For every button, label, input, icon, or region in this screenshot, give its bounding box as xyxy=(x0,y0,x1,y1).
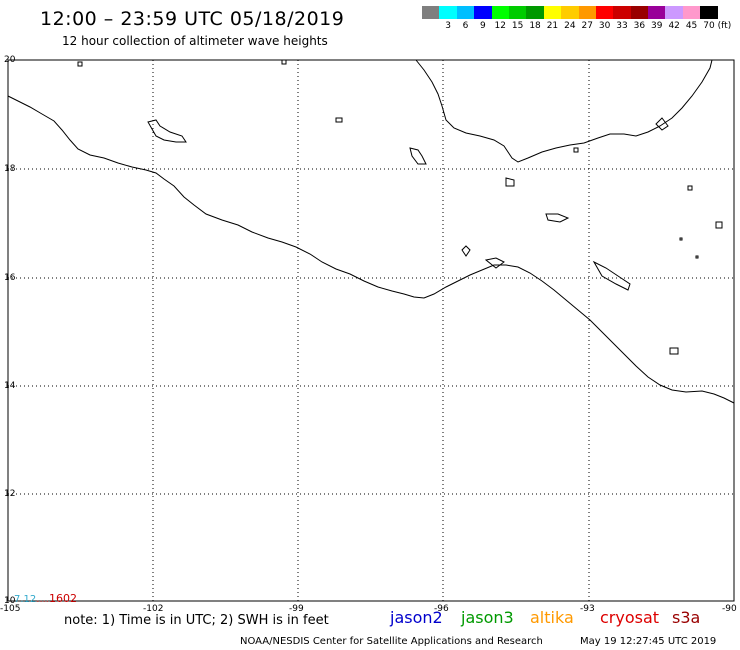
legend-swatch xyxy=(630,6,649,19)
legend-swatch xyxy=(508,6,527,19)
track-label-swh: 7.12....1602 xyxy=(14,592,77,605)
satellite-label-cryosat: cryosat xyxy=(600,608,660,627)
legend-label: 30 xyxy=(598,21,611,31)
pacific-coastline xyxy=(7,95,735,404)
lat-label: 18 xyxy=(4,164,16,174)
credit-text: NOAA/NESDIS Center for Satellite Applica… xyxy=(240,636,543,647)
generated-timestamp: May 19 12:27:45 UTC 2019 xyxy=(580,636,717,647)
units-note: note: 1) Time is in UTC; 2) SWH is in fe… xyxy=(64,613,329,628)
lon-label: -90 xyxy=(722,604,737,614)
wave-height-legend xyxy=(422,6,718,19)
legend-label: 21 xyxy=(546,21,559,31)
legend-swatch xyxy=(422,6,440,19)
map-frame xyxy=(7,59,735,602)
legend-label: 39 xyxy=(651,21,663,31)
legend-swatch xyxy=(491,6,509,19)
latitude-labels: 20 18 16 14 12 10 xyxy=(4,55,16,606)
legend-label: 9 xyxy=(480,21,486,31)
lon-label: -96 xyxy=(434,604,449,614)
legend-label: 6 xyxy=(462,21,469,31)
satellite-label-altika: altika xyxy=(530,608,574,627)
legend-swatch xyxy=(648,6,666,19)
legend-label: 15 xyxy=(511,21,524,31)
lon-label: -93 xyxy=(580,604,595,614)
track-label-dots: .... xyxy=(36,594,49,605)
satellite-label-s3a: s3a xyxy=(672,608,701,627)
lon-label: -99 xyxy=(289,604,304,614)
legend-label: 45 xyxy=(685,21,698,31)
legend-swatch xyxy=(543,6,562,19)
legend-swatch xyxy=(682,6,701,19)
legend-swatch xyxy=(526,6,544,19)
lat-label: 20 xyxy=(4,55,16,65)
legend-unit: (ft) xyxy=(717,21,732,31)
legend-label: 70 xyxy=(703,21,715,31)
small-islands xyxy=(77,59,723,355)
satellite-label-jason2: jason2 xyxy=(390,608,443,627)
legend-swatch xyxy=(561,6,579,19)
longitude-labels: -105 -102 -99 -96 -93 -90 xyxy=(0,604,737,614)
legend-swatch xyxy=(439,6,457,19)
map-subtitle: 12 hour collection of altimeter wave hei… xyxy=(62,34,328,48)
legend-swatch xyxy=(474,6,492,19)
track-label-time: 1602 xyxy=(48,592,77,605)
gulf-coastline xyxy=(415,59,713,163)
legend-label: 27 xyxy=(581,21,593,31)
wave-height-legend-labels: 3 6 9 12 15 18 21 24 27 30 33 36 39 42 45 70 (ft) xyxy=(422,21,731,31)
legend-swatch xyxy=(665,6,683,19)
legend-label: 3 xyxy=(445,21,451,31)
lon-label: -102 xyxy=(143,604,163,614)
legend-label: 18 xyxy=(529,21,541,31)
legend-label: 36 xyxy=(633,21,646,31)
legend-swatch xyxy=(595,6,614,19)
map-title: 12:00 – 23:59 UTC 05/18/2019 xyxy=(40,8,345,30)
satellite-label-jason3: jason3 xyxy=(461,608,514,627)
legend-label: 24 xyxy=(564,21,576,31)
legend-swatch xyxy=(578,6,596,19)
lat-label: 12 xyxy=(4,489,15,499)
graticule xyxy=(8,60,734,601)
legend-label: 42 xyxy=(668,21,680,31)
legend-label: 12 xyxy=(494,21,506,31)
track-label-value: 7.12 xyxy=(14,594,37,605)
legend-swatch xyxy=(456,6,475,19)
lat-label: 14 xyxy=(4,381,16,391)
legend-label: 33 xyxy=(616,21,628,31)
legend-swatch xyxy=(700,6,718,19)
legend-swatch xyxy=(613,6,631,19)
lat-label: 10 xyxy=(4,596,16,606)
lon-label: -105 xyxy=(0,604,20,614)
lat-label: 16 xyxy=(4,273,16,283)
